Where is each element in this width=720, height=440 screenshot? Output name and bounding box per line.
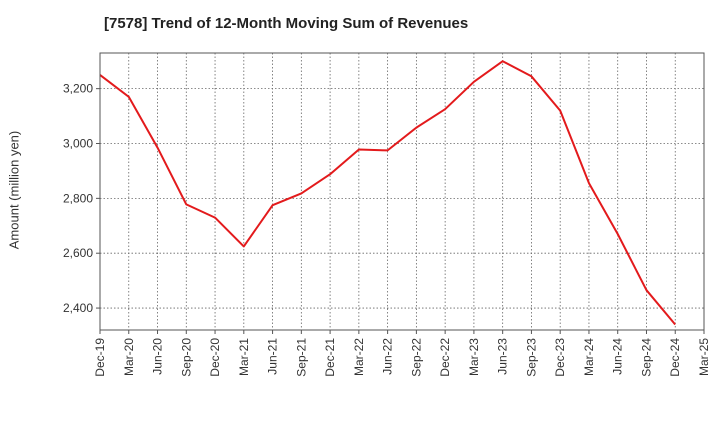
x-tick-label: Mar-22 [352,338,366,376]
x-tick-label: Sep-21 [294,338,308,377]
x-tick-label: Mar-20 [122,338,136,376]
x-axis-ticks: Dec-19 Mar-20 Jun-20 Sep-20 Dec-20 Mar-21 Jun-… [93,330,711,377]
x-tick-label: Mar-25 [697,338,711,376]
x-tick-label: Dec-22 [438,338,452,377]
x-tick-label: Jun-20 [151,338,165,375]
plot-frame [99,52,705,331]
y-tick-label: 3,200 [63,82,93,96]
chart-title: [7578] Trend of 12-Month Moving Sum of R… [104,15,469,32]
grid [100,53,704,330]
x-tick-label: Dec-24 [668,338,682,377]
x-tick-label: Dec-19 [93,338,107,377]
x-tick-label: Dec-20 [208,338,222,377]
y-tick-label: 3,000 [63,137,93,151]
series-layer [99,60,676,326]
x-tick-label: Mar-24 [582,338,596,376]
y-tick-label: 2,400 [63,301,93,315]
x-tick-label: Sep-22 [409,338,423,377]
x-tick-label: Dec-21 [323,338,337,377]
x-tick-label: Sep-24 [639,338,653,377]
y-axis-ticks: 2,400 2,600 2,800 3,000 3,200 [63,82,100,315]
x-tick-label: Jun-24 [611,338,625,375]
x-tick-label: Dec-23 [553,338,567,377]
x-tick-label: Mar-21 [237,338,251,376]
x-tick-label: Jun-23 [496,338,510,375]
revenue-series-line [99,60,676,326]
y-tick-label: 2,600 [63,246,93,260]
x-tick-label: Sep-23 [524,338,538,377]
y-tick-label: 2,800 [63,191,93,205]
x-tick-label: Sep-20 [179,338,193,377]
x-tick-label: Mar-23 [467,338,481,376]
x-tick-label: Jun-22 [381,338,395,375]
x-tick-label: Jun-21 [266,338,280,375]
